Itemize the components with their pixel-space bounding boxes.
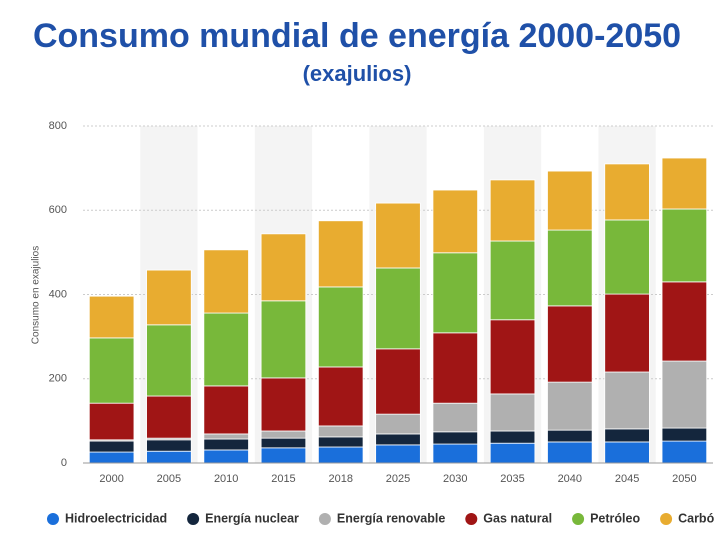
x-tick-label: 2030: [443, 473, 467, 485]
x-tick-label: 2040: [558, 473, 582, 485]
bar-segment: [317, 425, 364, 438]
y-tick-label: 0: [61, 457, 67, 469]
legend-label: Energía renovable: [337, 511, 445, 525]
bar-segment: [260, 300, 307, 379]
bar-segment: [375, 348, 421, 415]
chart-subtitle: (exajulios): [303, 61, 412, 86]
bar-segment: [146, 395, 192, 439]
bar-segment: [375, 267, 421, 350]
bar-segment: [489, 430, 536, 444]
bar-segment: [489, 240, 536, 321]
bar-segment: [375, 444, 421, 464]
bar-segment: [375, 413, 421, 435]
bar-segment: [146, 439, 192, 452]
bar-segment: [203, 249, 249, 314]
x-tick-label: 2045: [615, 473, 639, 485]
bar-segment: [661, 440, 708, 464]
y-tick-label: 200: [49, 373, 67, 385]
bar-segment: [432, 252, 479, 334]
bar-segment: [203, 438, 249, 451]
bar-segment: [432, 332, 479, 404]
bar-segment: [489, 179, 536, 242]
x-tick-label: 2005: [157, 473, 181, 485]
bar-segment: [547, 381, 593, 431]
bar-segment: [547, 429, 593, 443]
bar-segment: [375, 433, 421, 446]
bar-segment: [661, 281, 708, 362]
bar-segment: [604, 163, 650, 221]
legend-label: Gas natural: [483, 511, 552, 525]
bar-segment: [88, 337, 135, 404]
bar-segment: [260, 377, 307, 432]
x-tick-label: 2050: [672, 473, 696, 485]
x-tick-label: 2010: [214, 473, 238, 485]
bar-segment: [317, 220, 364, 288]
bar-segment: [547, 170, 593, 231]
y-tick-label: 400: [49, 288, 67, 300]
bar-segment: [661, 427, 708, 442]
bar-segment: [146, 269, 192, 326]
bar-segment: [88, 451, 135, 464]
bar-segment: [604, 293, 650, 373]
y-axis-label: Consumo en exajulios: [31, 246, 42, 344]
bar-segment: [489, 442, 536, 464]
bar-segment: [432, 443, 479, 464]
bar-segment: [432, 189, 479, 254]
bar-segment: [661, 157, 708, 210]
legend-marker: [465, 513, 478, 525]
bar-segment: [88, 402, 135, 441]
bar-segment: [260, 437, 307, 449]
bar-segment: [317, 366, 364, 427]
bar-segment: [547, 441, 593, 464]
bar-segment: [260, 233, 307, 302]
bar-segment: [661, 208, 708, 283]
bar-segment: [317, 446, 364, 464]
bar-segment: [547, 229, 593, 307]
bar-segment: [604, 219, 650, 295]
bar-segment: [604, 371, 650, 430]
y-tick-label: 600: [49, 204, 67, 216]
x-tick-label: 2015: [271, 473, 295, 485]
bar-segment: [375, 202, 421, 269]
bar-segment: [317, 436, 364, 448]
bar-segment: [146, 324, 192, 397]
bar-segment: [317, 286, 364, 368]
legend-marker: [47, 513, 59, 525]
x-tick-label: 2035: [500, 473, 524, 485]
bar-segment: [203, 449, 249, 464]
legend-label: Carbón: [678, 511, 715, 525]
bar-segment: [432, 402, 479, 433]
chart-title: Consumo mundial de energía 2000-2050: [33, 17, 681, 55]
bar-segment: [88, 295, 135, 339]
legend-label: Energía nuclear: [205, 511, 299, 525]
bar-segment: [260, 447, 307, 464]
legend-marker: [660, 513, 673, 525]
legend-marker: [318, 513, 331, 525]
bar-segment: [203, 433, 249, 440]
bar-segment: [604, 441, 650, 464]
bar-segment: [604, 428, 650, 443]
x-tick-label: 2018: [328, 473, 352, 485]
legend-marker: [187, 513, 200, 525]
y-tick-label: 800: [49, 120, 67, 132]
bar-segment: [146, 450, 192, 464]
bar-segment: [203, 385, 249, 435]
x-tick-label: 2025: [386, 473, 410, 485]
legend-marker: [572, 513, 585, 525]
bar-segment: [203, 312, 249, 387]
bar-segment: [260, 430, 307, 439]
bar-segment: [661, 360, 708, 429]
legend-label: Hidroelectricidad: [65, 511, 167, 525]
x-tick-label: 2000: [99, 473, 123, 485]
bar-segment: [489, 393, 536, 432]
legend-label: Petróleo: [590, 511, 640, 525]
bar-segment: [432, 431, 479, 445]
bar-segment: [88, 440, 135, 453]
bar-segment: [489, 319, 536, 395]
bar-segment: [547, 305, 593, 383]
